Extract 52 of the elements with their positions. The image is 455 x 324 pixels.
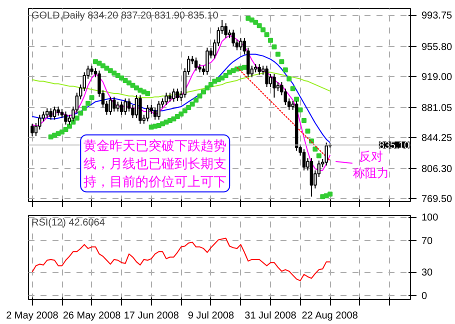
x-tick-label: 31 Jul 2008	[244, 310, 297, 322]
candlestick	[153, 106, 157, 120]
candlestick	[49, 108, 52, 120]
candlestick	[206, 47, 209, 76]
line-series	[32, 238, 331, 282]
candlestick	[64, 111, 68, 126]
x-tick-label: 2 May 2008	[6, 310, 59, 322]
annotation: 黄金昨天已突破下跌趋势线，月线也已碰到长期支持，目前的价位可上可下	[84, 138, 227, 189]
candlestick	[46, 108, 49, 119]
y-tick-label: 844.25	[422, 133, 453, 144]
y-tick-label: 955.80	[422, 42, 453, 53]
candlestick	[272, 73, 276, 98]
candlestick	[232, 29, 235, 47]
candlestick	[164, 92, 168, 106]
candlestick	[30, 123, 34, 137]
candlestick	[134, 94, 138, 119]
x-tick-label: 17 Jun 2008	[124, 310, 180, 322]
candlestick	[116, 101, 120, 112]
candlestick	[157, 100, 160, 120]
y-tick-label: 919.00	[422, 72, 453, 83]
candlestick	[176, 88, 180, 102]
candlestick	[146, 104, 150, 122]
text: 反对称阻力	[353, 149, 390, 180]
chart-title: GOLD,Daily 834.20 837.20 831.90 835.10	[32, 10, 219, 22]
x-tick-label: 9 Jul 2008	[188, 310, 234, 322]
candlestick	[258, 64, 261, 76]
y-tick-label: 30	[422, 268, 434, 279]
candlestick	[194, 57, 198, 72]
candlestick	[265, 65, 268, 88]
y-tick-label: 769.50	[422, 194, 453, 206]
candlestick	[112, 96, 116, 112]
y-tick-label: 0	[422, 291, 428, 302]
candlestick	[310, 158, 314, 198]
ref-line-label: 835.10	[378, 140, 410, 152]
chart-title: RSI(12) 42.6064	[32, 218, 106, 228]
candlestick	[138, 94, 142, 124]
y-tick-label: 100	[422, 212, 439, 224]
candlestick	[52, 106, 56, 120]
candlestick	[224, 22, 228, 38]
candlestick	[239, 37, 242, 51]
x-tick-label: 26 May 2008	[62, 310, 122, 322]
y-tick-label: 806.30	[422, 164, 453, 176]
candlestick	[120, 101, 124, 116]
y-tick-label: 881.05	[422, 102, 453, 114]
candlestick	[324, 142, 328, 166]
y-tick-label: 70	[422, 236, 434, 248]
candlestick	[124, 98, 127, 116]
x-tick-label: 22 Aug 2008	[302, 310, 358, 322]
y-tick-label: 993.75	[422, 10, 453, 22]
candlestick	[302, 148, 306, 171]
candlestick	[172, 88, 176, 102]
candlestick	[108, 96, 112, 116]
